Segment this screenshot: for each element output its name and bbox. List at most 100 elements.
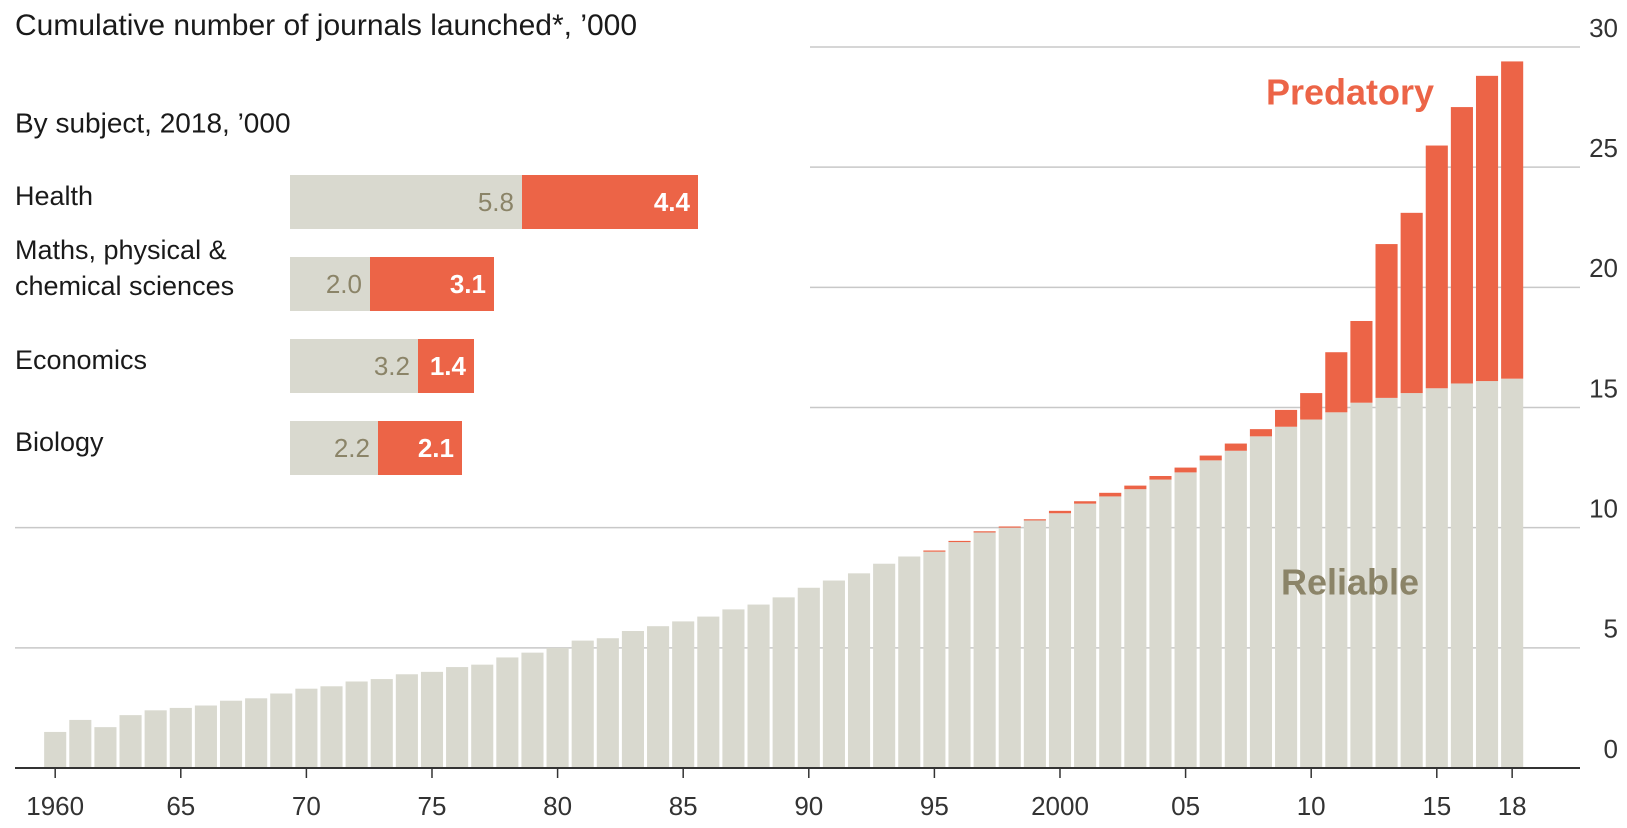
bar-segment xyxy=(194,705,217,768)
x-tick-label: 65 xyxy=(166,791,195,821)
bar-segment xyxy=(1174,467,1197,473)
bar-segment xyxy=(1074,503,1097,768)
bar-segment xyxy=(1300,419,1323,768)
bar-segment xyxy=(1350,320,1373,403)
bar-segment xyxy=(923,550,946,552)
value-label: 2.1 xyxy=(418,433,454,463)
bar-segment xyxy=(94,727,117,768)
bar-segment xyxy=(1475,75,1499,382)
bar-segment xyxy=(747,604,770,768)
bar-segment xyxy=(1400,212,1423,394)
bar-segment xyxy=(873,563,896,768)
bar-segment xyxy=(1325,352,1348,413)
bar-segment xyxy=(44,731,67,768)
x-tick-label: 1960 xyxy=(26,791,84,821)
bar-segment xyxy=(1023,520,1046,768)
bar-segment xyxy=(521,652,544,768)
bar-segment xyxy=(378,421,462,475)
bar-segment xyxy=(1048,513,1072,768)
bar-segment xyxy=(69,719,92,768)
x-tick-label: 05 xyxy=(1171,791,1200,821)
value-label: 3.2 xyxy=(374,351,410,381)
bar-segment xyxy=(1400,393,1423,768)
bar-segment xyxy=(948,542,971,768)
bar-segment xyxy=(1249,436,1273,768)
bar-segment xyxy=(290,257,370,311)
x-tick-label: 75 xyxy=(418,791,447,821)
y-tick-label: 15 xyxy=(1589,373,1618,403)
bar-segment xyxy=(1475,381,1499,768)
bar-segment xyxy=(1425,145,1448,389)
value-label: 5.8 xyxy=(478,187,514,217)
bar-segment xyxy=(948,540,971,543)
bar-segment xyxy=(345,681,368,768)
bar-segment xyxy=(1023,519,1046,521)
bar-segment xyxy=(1224,443,1247,451)
category-label: Maths, physical & chemical sciences xyxy=(15,235,235,301)
bar-segment xyxy=(1501,61,1524,379)
bar-segment xyxy=(672,621,695,768)
x-tick-label: 2000 xyxy=(1031,791,1089,821)
legend-label: Predatory xyxy=(1266,72,1434,113)
bar-segment xyxy=(370,679,393,768)
bar-segment xyxy=(647,626,670,768)
bar-segment xyxy=(446,667,469,768)
bar-segment xyxy=(1124,489,1147,768)
bar-segment xyxy=(1149,475,1172,480)
bar-segment xyxy=(169,707,192,768)
bar-segment xyxy=(1501,378,1524,768)
bar-segment xyxy=(1325,412,1348,768)
x-tick-label: 95 xyxy=(920,791,949,821)
bar-segment xyxy=(1149,479,1172,768)
bar-segment xyxy=(722,609,745,768)
x-tick-label: 85 xyxy=(669,791,698,821)
bar-segment xyxy=(270,693,293,768)
bar-segment xyxy=(290,339,418,393)
bar-segment xyxy=(395,674,418,768)
inset-title: By subject, 2018, ’000 xyxy=(15,107,291,138)
bar-segment xyxy=(219,700,243,768)
bar-segment xyxy=(596,638,619,768)
bar-segment xyxy=(546,647,569,768)
bar-segment xyxy=(998,527,1021,768)
chart-title: Cumulative number of journals launched*,… xyxy=(15,9,637,42)
value-label: 4.4 xyxy=(654,187,691,217)
bar-segment xyxy=(822,580,845,768)
bar-segment xyxy=(923,551,946,768)
x-tick-label: 80 xyxy=(543,791,572,821)
value-label: 2.0 xyxy=(326,269,362,299)
category-label: Economics xyxy=(15,345,148,375)
bar-segment xyxy=(772,597,795,768)
bar-segment xyxy=(1375,244,1398,398)
bar-segment xyxy=(496,657,519,768)
x-tick-label: 18 xyxy=(1498,791,1527,821)
x-tick-label: 15 xyxy=(1422,791,1451,821)
bar-segment xyxy=(320,686,343,768)
bar-segment xyxy=(370,257,494,311)
bar-segment xyxy=(697,616,720,768)
bar-segment xyxy=(898,556,921,768)
bar-segment xyxy=(420,671,444,768)
y-tick-label: 25 xyxy=(1589,133,1618,163)
bar-segment xyxy=(1300,393,1323,420)
bar-segment xyxy=(290,175,522,229)
bar-segment xyxy=(522,175,698,229)
x-tick-label: 70 xyxy=(292,791,321,821)
bar-segment xyxy=(973,532,996,768)
bar-segment xyxy=(245,698,268,768)
bar-segment xyxy=(1099,492,1122,497)
category-label: Health xyxy=(15,181,94,211)
bar-segment xyxy=(144,710,167,768)
bar-segment xyxy=(1048,510,1072,514)
bar-segment xyxy=(1275,409,1298,427)
bar-segment xyxy=(621,631,645,768)
bar-segment xyxy=(418,339,474,393)
value-label: 3.1 xyxy=(450,269,486,299)
bar-segment xyxy=(1249,429,1273,437)
y-tick-label: 10 xyxy=(1589,494,1618,524)
legend-label: Reliable xyxy=(1281,562,1419,603)
y-tick-label: 5 xyxy=(1604,614,1618,644)
x-tick-label: 10 xyxy=(1297,791,1326,821)
